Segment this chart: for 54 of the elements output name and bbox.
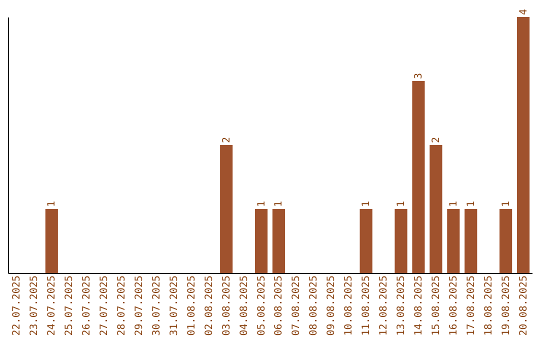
bar [272, 209, 286, 273]
data-label: 1 [466, 200, 477, 207]
x-tick-label: 15.08.2025 [430, 276, 442, 336]
x-tick-label: 26.07.2025 [82, 276, 93, 336]
data-label: 3 [413, 72, 424, 79]
x-tick-label: 20.08.2025 [518, 276, 530, 336]
data-label: 1 [361, 200, 372, 207]
data-label: 1 [46, 200, 58, 207]
x-tick-label: 19.08.2025 [500, 276, 512, 336]
data-label: 1 [500, 200, 512, 207]
x-tick-label: 04.08.2025 [238, 276, 250, 336]
bar [430, 145, 442, 273]
bar [254, 209, 268, 273]
x-tick-label: 25.07.2025 [64, 276, 76, 336]
x-tick-label: 13.08.2025 [396, 276, 407, 336]
x-tick-label: 05.08.2025 [256, 276, 268, 336]
data-label: 2 [221, 136, 232, 143]
x-tick-label: 24.07.2025 [46, 276, 58, 336]
bar [394, 209, 408, 273]
x-tick-label: 17.08.2025 [466, 276, 477, 336]
x-tick-label: 01.08.2025 [186, 276, 198, 336]
x-tick-label: 27.07.2025 [99, 276, 110, 336]
x-tick-label: 23.07.2025 [29, 276, 40, 336]
x-tick-label: 07.08.2025 [291, 276, 302, 336]
x-tick-label: 22.07.2025 [12, 276, 23, 336]
bar [500, 209, 512, 273]
x-tick-label: 10.08.2025 [344, 276, 355, 336]
x-tick-label: 29.07.2025 [134, 276, 145, 336]
bar [412, 81, 425, 273]
bar [447, 209, 460, 273]
x-tick-label: 03.08.2025 [221, 276, 232, 336]
x-tick-label: 18.08.2025 [483, 276, 494, 336]
x-tick-label: 08.08.2025 [308, 276, 320, 336]
x-tick-label: 06.08.2025 [274, 276, 285, 336]
x-tick-label: 30.07.2025 [151, 276, 162, 336]
x-tick-label: 31.07.2025 [168, 276, 180, 336]
x-tick-label: 11.08.2025 [361, 276, 372, 336]
data-label: 1 [274, 200, 285, 207]
bar [464, 209, 478, 273]
x-tick-label: 28.07.2025 [116, 276, 128, 336]
x-tick-label: 14.08.2025 [413, 276, 424, 336]
data-label: 1 [396, 200, 407, 207]
bar [516, 17, 530, 273]
x-tick-label: 16.08.2025 [448, 276, 460, 336]
x-tick-label: 09.08.2025 [326, 276, 338, 336]
bar [360, 209, 372, 273]
x-tick-label: 12.08.2025 [378, 276, 390, 336]
data-label: 4 [518, 8, 530, 15]
bar [220, 145, 233, 273]
x-tick-label: 02.08.2025 [204, 276, 215, 336]
bar [45, 209, 58, 273]
data-label: 2 [430, 136, 442, 143]
data-label: 1 [256, 200, 268, 207]
data-label: 1 [448, 200, 460, 207]
